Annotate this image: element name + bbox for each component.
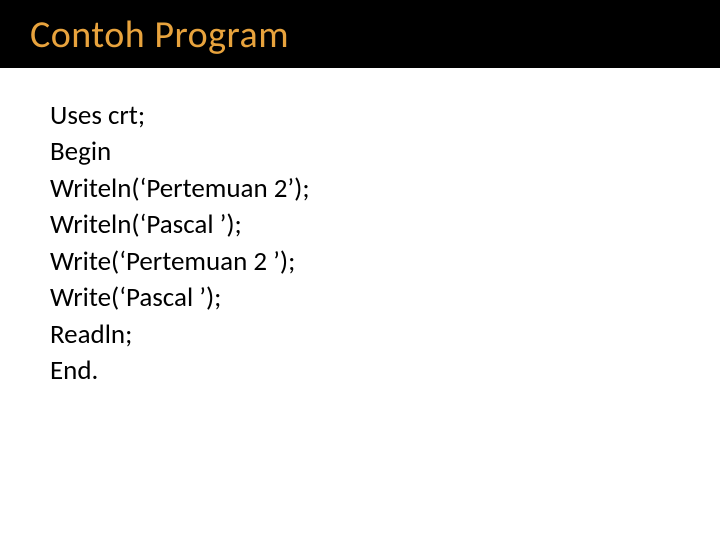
code-line: Writeln(‘Pertemuan 2’); — [50, 171, 680, 207]
code-line: Write(‘Pascal ’); — [50, 280, 680, 316]
code-line: Write(‘Pertemuan 2 ’); — [50, 244, 680, 280]
code-line: Begin — [50, 134, 680, 170]
slide-title: Contoh Program — [30, 12, 690, 58]
slide-content: Uses crt; Begin Writeln(‘Pertemuan 2’); … — [0, 70, 720, 390]
code-line: Uses crt; — [50, 98, 680, 134]
slide-header: Contoh Program — [0, 0, 720, 70]
code-line: Writeln(‘Pascal ’); — [50, 207, 680, 243]
code-line: End. — [50, 353, 680, 389]
code-line: Readln; — [50, 317, 680, 353]
